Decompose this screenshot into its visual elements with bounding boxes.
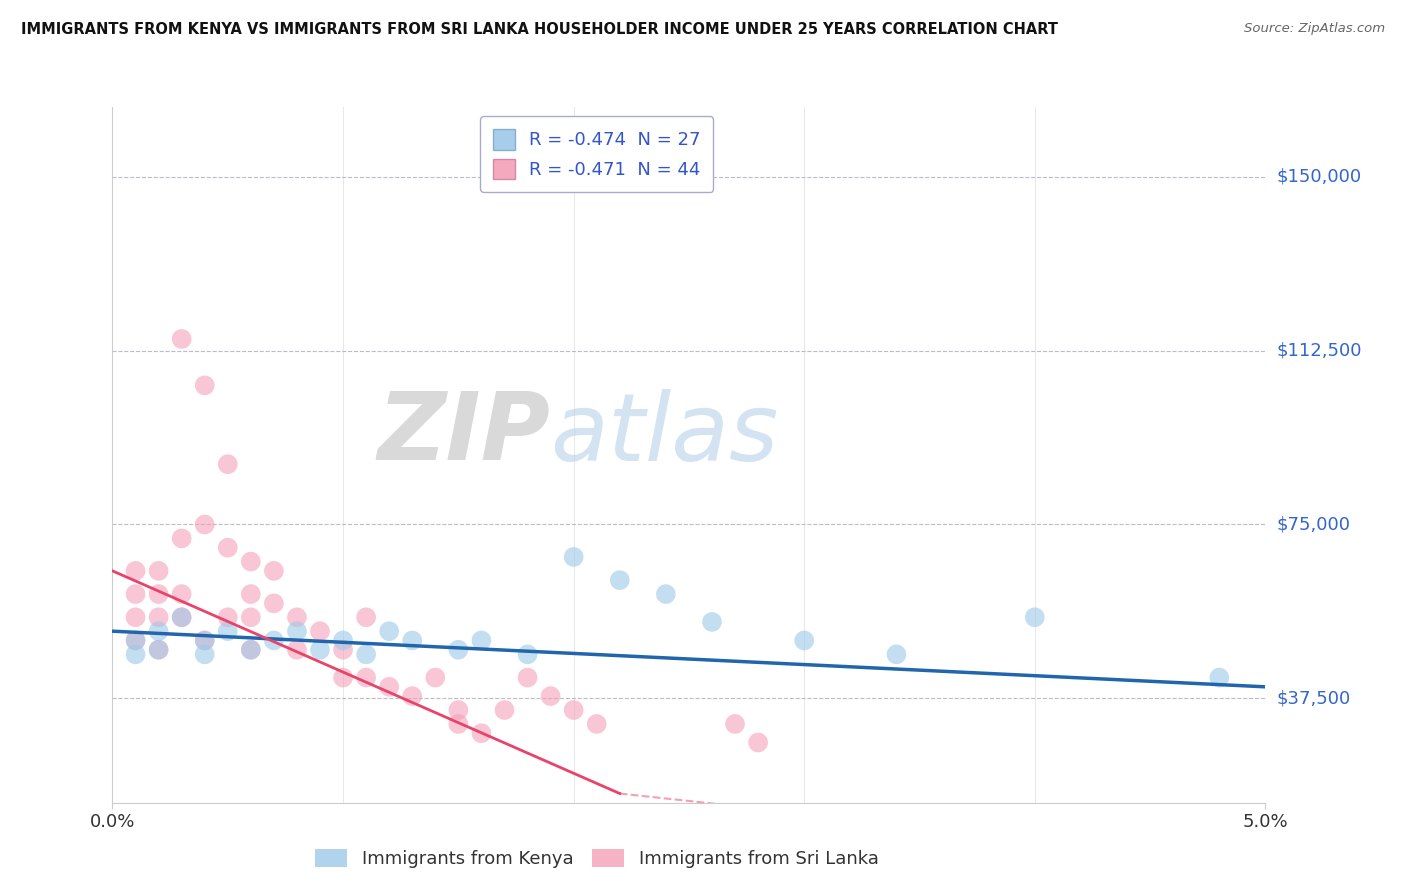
Text: $150,000: $150,000 [1277, 168, 1361, 186]
Point [447, 642, 470, 657]
Point [170, 332, 193, 346]
Text: Source: ZipAtlas.com: Source: ZipAtlas.com [1244, 22, 1385, 36]
Point [285, 642, 308, 657]
Point [194, 648, 217, 662]
Text: atlas: atlas [551, 389, 779, 480]
Point [194, 378, 217, 392]
Point [285, 610, 308, 624]
Point [793, 633, 815, 648]
Point [124, 633, 146, 648]
Point [585, 717, 607, 731]
Point [239, 587, 262, 601]
Point [354, 648, 377, 662]
Point [516, 648, 538, 662]
Point [425, 671, 447, 685]
Point [148, 642, 170, 657]
Point [332, 642, 354, 657]
Point [309, 642, 332, 657]
Point [239, 610, 262, 624]
Point [194, 517, 217, 532]
Point [516, 671, 538, 685]
Point [239, 555, 262, 569]
Point [447, 703, 470, 717]
Point [886, 648, 908, 662]
Point [263, 633, 285, 648]
Point [724, 717, 747, 731]
Point [124, 648, 146, 662]
Point [263, 596, 285, 610]
Point [401, 633, 423, 648]
Point [194, 633, 217, 648]
Point [170, 532, 193, 546]
Point [332, 671, 354, 685]
Point [700, 615, 723, 629]
Point [217, 457, 239, 471]
Point [124, 633, 146, 648]
Point [1208, 671, 1230, 685]
Point [148, 610, 170, 624]
Point [194, 633, 217, 648]
Point [540, 689, 562, 703]
Point [562, 703, 585, 717]
Point [124, 564, 146, 578]
Point [217, 624, 239, 639]
Point [494, 703, 516, 717]
Point [447, 717, 470, 731]
Point [609, 573, 631, 587]
Point [655, 587, 678, 601]
Point [470, 633, 492, 648]
Point [354, 671, 377, 685]
Text: $112,500: $112,500 [1277, 342, 1362, 359]
Point [148, 624, 170, 639]
Text: $37,500: $37,500 [1277, 690, 1351, 707]
Point [401, 689, 423, 703]
Point [470, 726, 492, 740]
Point [148, 642, 170, 657]
Point [562, 549, 585, 564]
Point [239, 642, 262, 657]
Point [1024, 610, 1046, 624]
Text: ZIP: ZIP [378, 388, 551, 480]
Point [170, 610, 193, 624]
Point [217, 610, 239, 624]
Point [148, 564, 170, 578]
Point [239, 642, 262, 657]
Point [747, 735, 769, 749]
Point [285, 624, 308, 639]
Point [309, 624, 332, 639]
Point [263, 564, 285, 578]
Point [124, 587, 146, 601]
Point [378, 680, 401, 694]
Point [354, 610, 377, 624]
Point [170, 587, 193, 601]
Point [378, 624, 401, 639]
Point [332, 633, 354, 648]
Point [124, 610, 146, 624]
Point [170, 610, 193, 624]
Point [148, 587, 170, 601]
Text: $75,000: $75,000 [1277, 516, 1351, 533]
Point [217, 541, 239, 555]
Legend: Immigrants from Kenya, Immigrants from Sri Lanka: Immigrants from Kenya, Immigrants from S… [307, 840, 887, 877]
Text: IMMIGRANTS FROM KENYA VS IMMIGRANTS FROM SRI LANKA HOUSEHOLDER INCOME UNDER 25 Y: IMMIGRANTS FROM KENYA VS IMMIGRANTS FROM… [21, 22, 1059, 37]
